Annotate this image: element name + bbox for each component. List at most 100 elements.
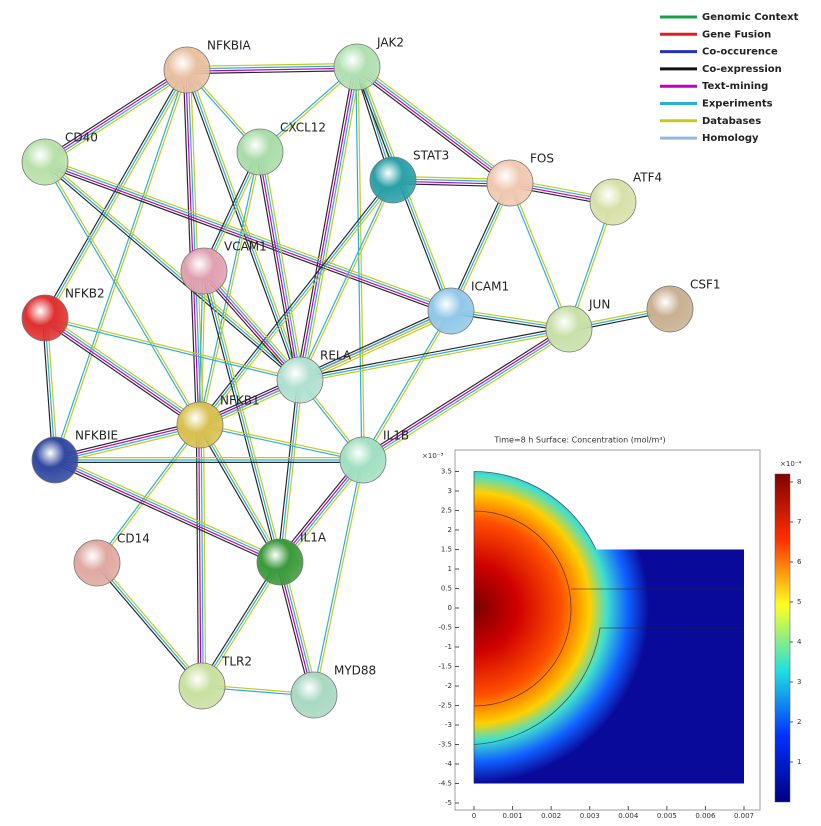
edge xyxy=(313,460,362,695)
y-tick-label: -2 xyxy=(445,682,452,690)
y-tick-label: -3.5 xyxy=(438,741,452,749)
x-tick-label: 0.001 xyxy=(503,812,523,820)
node xyxy=(647,286,693,332)
y-tick-label: 2 xyxy=(448,526,452,534)
node-label: ATF4 xyxy=(633,171,662,185)
edge xyxy=(97,563,202,686)
colorbar-tick-label: 5 xyxy=(797,598,801,606)
concentration-plot: Time=8 h Surface: Concentration (mol/m³)… xyxy=(418,432,821,822)
node-label: NFKB2 xyxy=(65,287,105,301)
node-label: NFKBIA xyxy=(207,39,252,53)
edge xyxy=(46,71,188,163)
legend-label: Text-mining xyxy=(702,81,768,92)
node-label: MYD88 xyxy=(334,664,376,678)
colorbar-tick-label: 1 xyxy=(797,758,801,766)
colorbar-tick-label: 4 xyxy=(797,638,802,646)
node xyxy=(177,402,223,448)
edge xyxy=(46,317,201,424)
y-tick-label: 0 xyxy=(448,604,452,612)
legend-label: Gene Fusion xyxy=(702,29,771,40)
edge xyxy=(200,425,280,562)
figure: NFKBIAJAK2CD40CXCL12STAT3FOSATF4VCAM1NFK… xyxy=(0,0,821,822)
edge xyxy=(304,68,361,381)
y-tick-label: -3 xyxy=(445,721,452,729)
edge xyxy=(47,315,202,422)
colorbar-tick-label: 6 xyxy=(797,558,802,566)
colorbar-tick-label: 8 xyxy=(797,478,801,486)
node-label: IL1A xyxy=(300,531,327,545)
node xyxy=(164,47,210,93)
x-tick-label: 0.003 xyxy=(580,812,600,820)
y-tick-label: 3 xyxy=(448,487,452,495)
node-label: CD40 xyxy=(65,131,98,145)
edge xyxy=(261,152,301,380)
edge xyxy=(264,151,304,379)
legend-label: Genomic Context xyxy=(702,12,799,23)
legend-label: Experiments xyxy=(702,99,773,110)
node xyxy=(428,288,474,334)
edge xyxy=(47,71,189,319)
colorbar-tick-label: 7 xyxy=(797,518,801,526)
legend-label: Co-occurence xyxy=(702,47,778,58)
node xyxy=(74,540,120,586)
legend-label: Databases xyxy=(702,116,761,127)
node xyxy=(370,157,416,203)
x-tick-label: 0.007 xyxy=(734,812,754,820)
x-tick-label: 0.004 xyxy=(618,812,639,820)
y-tick-label: 0.5 xyxy=(441,585,452,593)
node-label: TLR2 xyxy=(221,655,252,669)
y-tick-label: -1 xyxy=(445,643,452,651)
y-tick-label: 1.5 xyxy=(441,546,452,554)
node-label: JUN xyxy=(588,298,610,312)
node xyxy=(181,248,227,294)
edge xyxy=(43,67,185,159)
node-label: CXCL12 xyxy=(280,121,326,135)
edge xyxy=(204,425,206,686)
node-label: JAK2 xyxy=(376,36,404,50)
edge xyxy=(44,69,186,161)
y-tick-label: -4.5 xyxy=(438,780,452,788)
legend-label: Co-expression xyxy=(702,64,782,75)
edge xyxy=(278,380,298,562)
colorbar-tick-label: 3 xyxy=(797,678,801,686)
legend-label: Homology xyxy=(702,133,759,144)
node-label: VCAM1 xyxy=(224,240,267,254)
node xyxy=(590,179,636,225)
plot-title: Time=8 h Surface: Concentration (mol/m³) xyxy=(493,436,665,445)
node-label: RELA xyxy=(320,349,352,363)
node xyxy=(179,663,225,709)
y-tick-label: -2.5 xyxy=(438,702,452,710)
edge xyxy=(296,66,353,379)
edge xyxy=(198,426,278,563)
edge xyxy=(196,425,198,686)
edge xyxy=(301,67,358,380)
node-label: IL1B xyxy=(383,429,409,443)
y-tick-label: -1.5 xyxy=(438,663,452,671)
y-tick-label: -5 xyxy=(445,799,452,807)
y-tick-label: 1 xyxy=(448,565,452,573)
x-tick-label: 0.006 xyxy=(695,812,716,820)
node-label: FOS xyxy=(530,152,554,166)
edge xyxy=(199,425,201,686)
edge xyxy=(200,424,363,459)
node xyxy=(22,139,68,185)
colorbar-tick-label: 2 xyxy=(797,718,801,726)
edge xyxy=(201,425,203,686)
x-tick-label: 0 xyxy=(472,812,476,820)
y-multiplier: ×10⁻³ xyxy=(422,452,443,460)
node xyxy=(546,306,592,352)
legend: Genomic Context Gene Fusion Co-occurence Co… xyxy=(660,12,799,144)
colorbar xyxy=(775,474,790,802)
node xyxy=(22,295,68,341)
node xyxy=(257,539,303,585)
y-tick-label: 3.5 xyxy=(441,468,452,476)
node-label: CSF1 xyxy=(690,278,721,292)
edge xyxy=(511,183,570,329)
node xyxy=(340,437,386,483)
node xyxy=(32,437,78,483)
node xyxy=(291,672,337,718)
node xyxy=(237,129,283,175)
y-tick-label: -4 xyxy=(445,760,453,768)
edge xyxy=(54,70,186,460)
node xyxy=(487,160,533,206)
